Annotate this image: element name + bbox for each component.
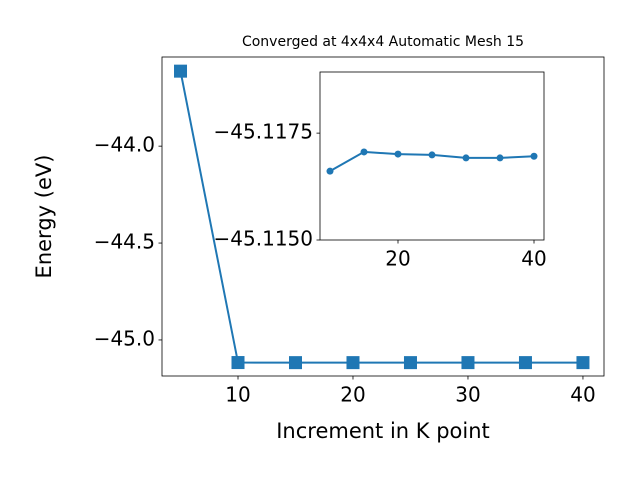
inset-axes: 20 40 −45.1175 −45.1150 — [214, 71, 547, 271]
marker — [530, 152, 538, 160]
y-axis-label: Energy (eV) — [32, 155, 56, 279]
y-tick-label: −44.5 — [94, 230, 155, 254]
y-tick-label: −45.1175 — [214, 120, 313, 144]
x-tick-label: 40 — [521, 247, 546, 271]
marker — [518, 356, 532, 370]
marker — [576, 356, 590, 370]
marker — [462, 154, 470, 162]
y-tick-label: −45.1150 — [214, 227, 313, 251]
y-tick-label: −44.0 — [94, 133, 155, 157]
x-tick-label: 40 — [570, 383, 595, 407]
series-line — [179, 70, 583, 364]
marker — [394, 150, 402, 158]
marker — [403, 356, 417, 370]
marker — [288, 356, 302, 370]
marker — [496, 154, 504, 162]
x-tick-label: 30 — [455, 383, 480, 407]
marker — [428, 151, 436, 159]
x-tick-label: 20 — [385, 247, 410, 271]
marker — [346, 356, 360, 370]
marker — [174, 64, 188, 78]
x-tick-label: 10 — [225, 383, 250, 407]
marker — [326, 167, 334, 175]
marker — [231, 356, 245, 370]
x-axis-label: Increment in K point — [276, 419, 490, 443]
marker — [360, 148, 368, 156]
y-tick-label: −45.0 — [94, 326, 155, 350]
x-tick-label: 20 — [340, 383, 365, 407]
marker — [461, 356, 475, 370]
chart-title: Converged at 4x4x4 Automatic Mesh 15 — [242, 34, 524, 50]
